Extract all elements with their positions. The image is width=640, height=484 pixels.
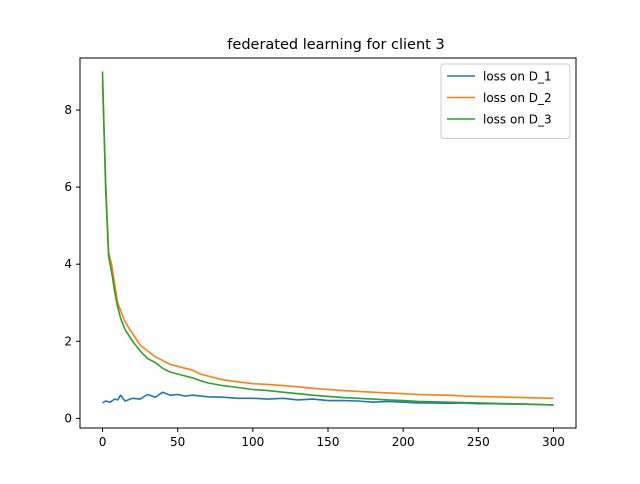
legend-label: loss on D_3 (483, 113, 552, 127)
y-tick-label: 4 (64, 257, 72, 271)
x-tick-label: 150 (317, 435, 340, 449)
plot-area (101, 71, 554, 406)
legend-box (440, 63, 571, 139)
series-line-2 (101, 83, 554, 400)
y-axis: 0 2 4 6 8 (64, 103, 80, 425)
y-tick-label: 0 (64, 411, 72, 425)
legend-label: loss on D_2 (483, 91, 552, 105)
x-axis: 0 50 100 150 200 250 300 (99, 428, 565, 449)
x-tick-label: 300 (542, 435, 565, 449)
series-line-3 (101, 71, 554, 406)
x-tick-label: 200 (392, 435, 415, 449)
y-tick-label: 2 (64, 334, 72, 348)
chart-title: federated learning for client 3 (227, 37, 444, 53)
legend-label: loss on D_1 (483, 70, 552, 84)
axes-frame (79, 57, 577, 429)
x-tick-label: 250 (467, 435, 490, 449)
x-tick-label: 100 (241, 435, 264, 449)
x-tick-label: 0 (99, 435, 107, 449)
y-tick-label: 8 (64, 103, 72, 117)
x-tick-label: 50 (170, 435, 185, 449)
y-tick-label: 6 (64, 180, 72, 194)
